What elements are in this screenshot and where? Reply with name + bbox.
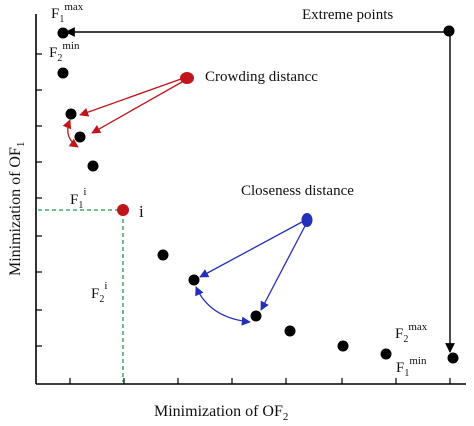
f1-min-label: F1min — [396, 355, 427, 379]
point — [65, 108, 77, 120]
closeness-arrow-lower — [260, 225, 306, 311]
closeness-arc — [195, 286, 251, 326]
point — [157, 249, 169, 261]
point — [74, 131, 86, 143]
crowding-distance-label: Crowding distancc — [205, 69, 318, 85]
point-f1-min — [447, 352, 459, 364]
f1-max-label: F1max — [51, 1, 84, 25]
extreme-points-label: Extreme points — [302, 7, 393, 23]
closeness-source-point — [301, 213, 313, 227]
y-axis-ticks — [36, 53, 42, 347]
f2-min-label: F2min — [49, 40, 80, 64]
point-extreme-source — [443, 25, 455, 37]
f1-i-label: F1i — [70, 186, 86, 211]
point-i — [117, 204, 129, 216]
crowding-arc — [62, 119, 79, 148]
closeness-arrow-upper — [199, 221, 303, 278]
crowding-source-point — [180, 72, 194, 84]
f2-max-label: F2max — [395, 321, 428, 345]
point-f1-max — [57, 27, 69, 39]
closeness-distance-label: Closeness distance — [241, 183, 354, 199]
axes — [35, 14, 466, 385]
point — [250, 310, 262, 322]
point — [337, 340, 349, 352]
point — [57, 67, 69, 79]
point — [284, 325, 296, 337]
point — [380, 348, 392, 360]
extreme-points-arrows — [65, 27, 455, 353]
x-axis-label: Minimization of OF2 — [154, 403, 288, 423]
y-axis-label: Minimization of OF1 — [7, 142, 27, 276]
point-i-label: i — [139, 202, 144, 221]
f2-i-label: F2i — [91, 280, 107, 305]
point — [87, 160, 99, 172]
crowding-distance-group — [62, 72, 194, 148]
crowding-arrow-lower — [91, 81, 183, 134]
x-axis-ticks — [69, 378, 451, 384]
point-i-group — [38, 204, 129, 382]
closeness-distance-group — [195, 213, 313, 326]
crowding-arrow-upper — [79, 78, 182, 117]
point — [188, 274, 200, 286]
